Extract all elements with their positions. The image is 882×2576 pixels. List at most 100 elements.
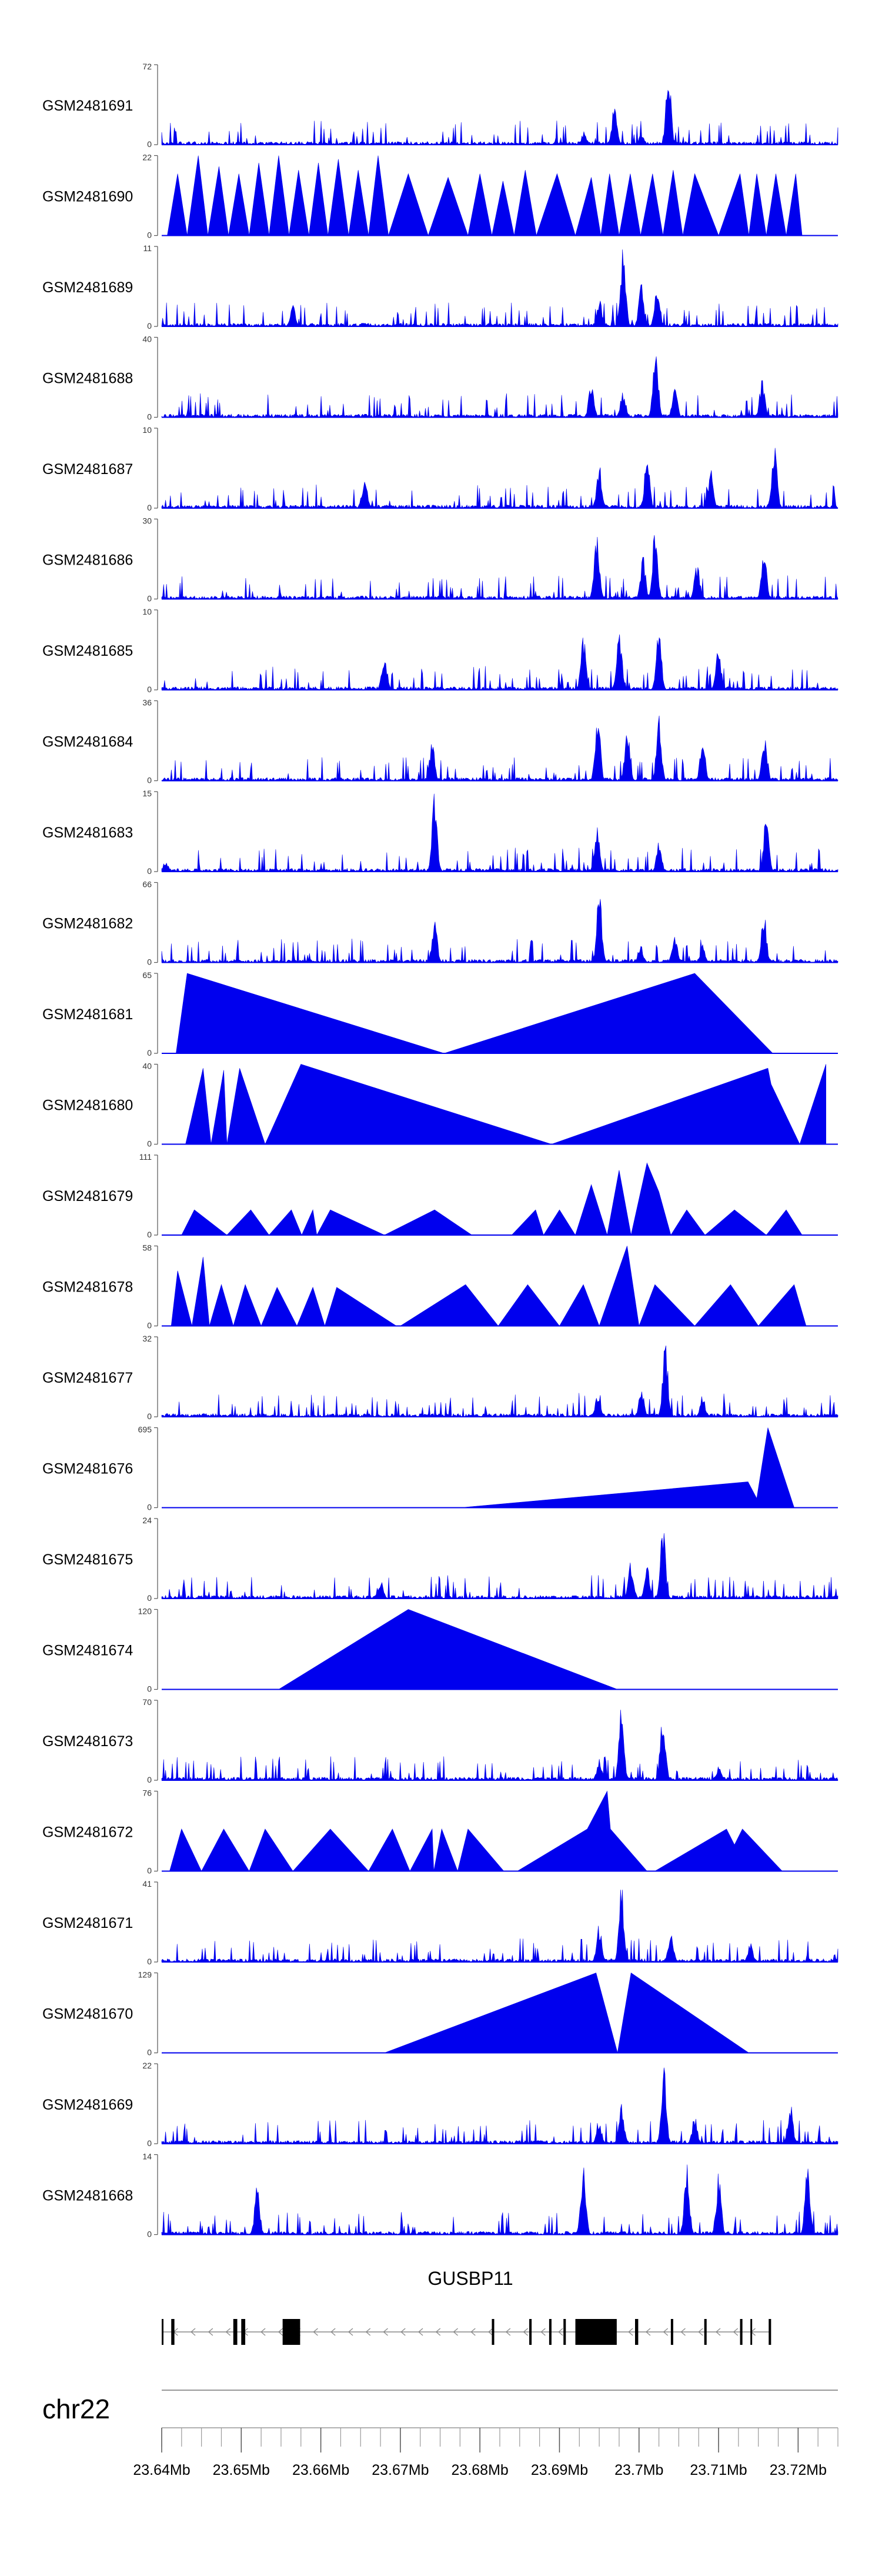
exon <box>704 2319 707 2345</box>
y-zero-label: 0 <box>147 412 152 422</box>
track-GSM2481685: GSM2481685 10 0 <box>42 607 838 694</box>
track-label: GSM2481686 <box>42 552 133 569</box>
y-max-label: 10 <box>142 425 152 435</box>
coverage-area <box>169 1790 783 1872</box>
strand-arrow <box>330 2328 336 2336</box>
track-GSM2481673: GSM2481673 70 0 <box>42 1697 838 1784</box>
strand-arrow <box>680 2328 686 2336</box>
track-GSM2481676: GSM2481676 695 0 <box>42 1425 838 1512</box>
coverage-area <box>161 356 838 418</box>
y-max-label: 58 <box>142 1243 152 1253</box>
strand-arrow <box>435 2328 441 2336</box>
y-zero-label: 0 <box>147 2230 152 2239</box>
y-max-label: 72 <box>142 62 152 71</box>
coverage-area <box>278 1609 618 1690</box>
coverage-area <box>161 249 838 327</box>
coverage-area <box>161 448 838 509</box>
y-max-label: 22 <box>142 2061 152 2070</box>
track-label: GSM2481690 <box>42 189 133 205</box>
coverage-area <box>161 634 838 690</box>
x-tick-label: 23.65Mb <box>213 2462 270 2478</box>
track-GSM2481671: GSM2481671 41 0 <box>42 1879 838 1966</box>
track-GSM2481688: GSM2481688 40 0 <box>42 335 838 422</box>
exon <box>241 2319 246 2345</box>
x-tick-label: 23.64Mb <box>133 2462 190 2478</box>
y-zero-label: 0 <box>147 1957 152 1966</box>
coverage-area <box>167 155 803 236</box>
y-zero-label: 0 <box>147 1775 152 1784</box>
y-zero-label: 0 <box>147 685 152 694</box>
strand-arrow <box>505 2328 511 2336</box>
x-tick-label: 23.68Mb <box>452 2462 509 2478</box>
strand-arrow <box>278 2328 283 2336</box>
coverage-area <box>185 1064 826 1145</box>
track-GSM2481675: GSM2481675 24 0 <box>42 1516 838 1603</box>
y-max-label: 695 <box>138 1425 152 1434</box>
x-tick-label: 23.66Mb <box>292 2462 349 2478</box>
y-zero-label: 0 <box>147 1048 152 1057</box>
y-max-label: 40 <box>142 335 152 344</box>
exon <box>750 2319 753 2345</box>
track-GSM2481681: GSM2481681 65 0 <box>42 970 838 1057</box>
track-label: GSM2481678 <box>42 1279 133 1296</box>
strand-arrow <box>383 2328 388 2336</box>
y-max-label: 120 <box>138 1607 152 1616</box>
track-GSM2481668: GSM2481668 14 0 <box>42 2152 838 2239</box>
track-GSM2481679: GSM2481679 111 0 <box>42 1152 838 1239</box>
strand-arrow <box>208 2328 213 2336</box>
y-max-label: 65 <box>142 970 152 980</box>
strand-arrow <box>191 2328 196 2336</box>
track-GSM2481683: GSM2481683 15 0 <box>42 789 838 876</box>
coverage-area <box>161 793 838 872</box>
strand-arrow <box>523 2328 529 2336</box>
y-zero-label: 0 <box>147 2048 152 2057</box>
x-tick-label: 23.72Mb <box>770 2462 827 2478</box>
exon <box>740 2319 743 2345</box>
x-tick-label: 23.67Mb <box>372 2462 429 2478</box>
coverage-area <box>161 2164 838 2235</box>
strand-arrow <box>558 2328 563 2336</box>
chromosome-axis: chr22 23.64Mb 23.65Mb 23.66Mb 23.67Mb 23.68M… <box>42 2390 838 2478</box>
coverage-area <box>460 1427 795 1508</box>
track-GSM2481672: GSM2481672 76 0 <box>42 1788 838 1876</box>
strand-arrow <box>313 2328 318 2336</box>
y-zero-label: 0 <box>147 321 152 331</box>
track-GSM2481669: GSM2481669 22 0 <box>42 2061 838 2148</box>
y-max-label: 11 <box>143 243 152 253</box>
y-max-label: 14 <box>142 2152 152 2161</box>
coverage-area <box>384 1972 750 2053</box>
track-label: GSM2481682 <box>42 916 133 932</box>
track-GSM2481687: GSM2481687 10 0 <box>42 425 838 512</box>
track-label: GSM2481679 <box>42 1188 133 1204</box>
track-label: GSM2481671 <box>42 1915 133 1931</box>
track-label: GSM2481689 <box>42 279 133 296</box>
strand-arrow <box>225 2328 231 2336</box>
exon <box>670 2319 673 2345</box>
strand-arrow <box>698 2328 703 2336</box>
strand-arrow <box>488 2328 493 2336</box>
strand-arrow <box>645 2328 651 2336</box>
coverage-area <box>161 1533 838 1599</box>
track-label: GSM2481677 <box>42 1370 133 1386</box>
strand-arrow <box>400 2328 406 2336</box>
track-GSM2481689: GSM2481689 11 0 <box>42 243 838 331</box>
chromosome-label: chr22 <box>42 2394 110 2424</box>
track-GSM2481684: GSM2481684 36 0 <box>42 698 838 785</box>
coverage-area <box>161 715 838 782</box>
y-zero-label: 0 <box>147 139 152 149</box>
exon <box>171 2319 175 2345</box>
track-label: GSM2481670 <box>42 2006 133 2023</box>
track-label: GSM2481673 <box>42 1733 133 1750</box>
y-max-label: 24 <box>142 1516 152 1525</box>
track-label: GSM2481669 <box>42 2097 133 2113</box>
coverage-area <box>161 2067 838 2145</box>
y-max-label: 129 <box>138 1970 152 1980</box>
y-max-label: 66 <box>142 880 152 889</box>
y-zero-label: 0 <box>147 1321 152 1330</box>
y-max-label: 30 <box>142 516 152 526</box>
track-GSM2481691: GSM2481691 72 0 <box>42 62 838 149</box>
strand-arrow <box>260 2328 266 2336</box>
track-label: GSM2481681 <box>42 1006 133 1023</box>
y-max-label: 41 <box>142 1879 152 1888</box>
